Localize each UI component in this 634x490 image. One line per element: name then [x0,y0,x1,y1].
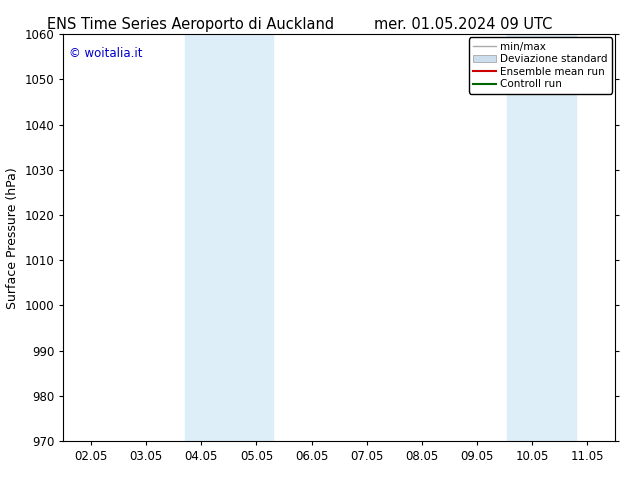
Text: ENS Time Series Aeroporto di Auckland: ENS Time Series Aeroporto di Auckland [47,17,333,32]
Legend: min/max, Deviazione standard, Ensemble mean run, Controll run: min/max, Deviazione standard, Ensemble m… [469,37,612,94]
Bar [184,34,273,441]
Text: mer. 01.05.2024 09 UTC: mer. 01.05.2024 09 UTC [373,17,552,32]
Y-axis label: Surface Pressure (hPa): Surface Pressure (hPa) [6,167,19,309]
Bar [507,34,576,441]
Text: © woitalia.it: © woitalia.it [69,47,143,59]
